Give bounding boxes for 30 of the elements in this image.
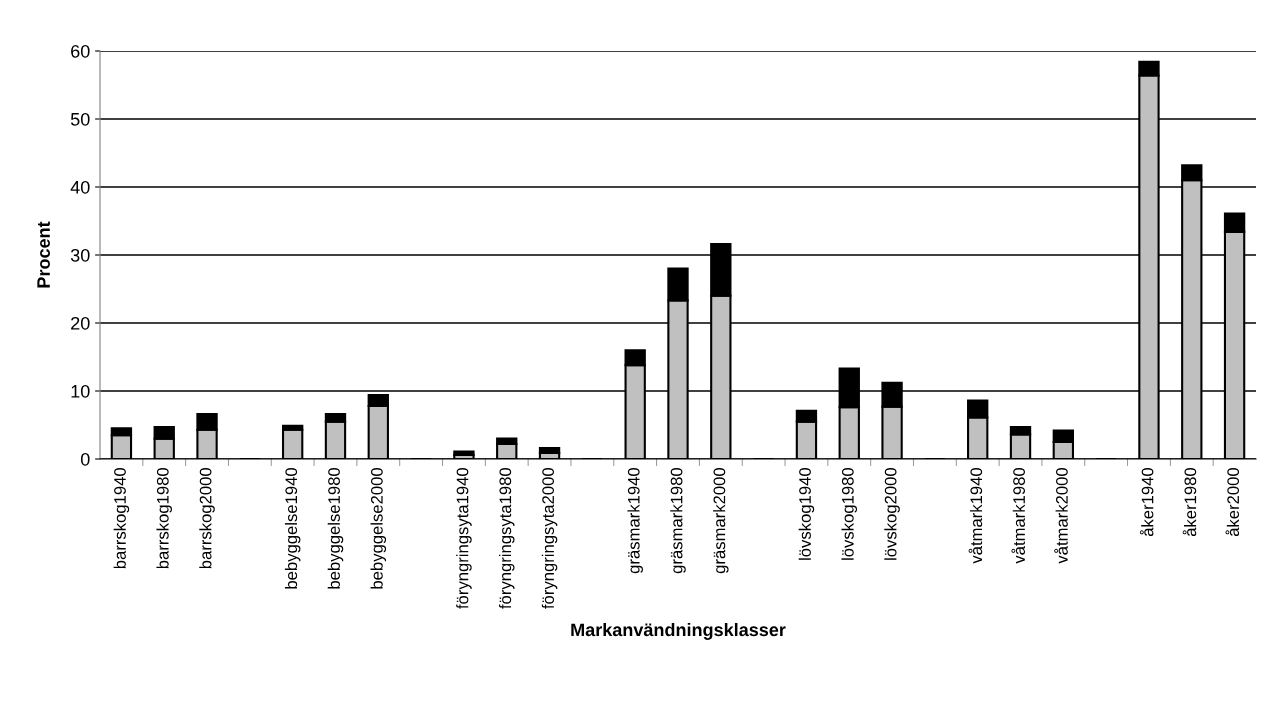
x-axis-title: Markanvändningsklasser — [571, 622, 786, 640]
x-tick-label: bebyggelse1980 — [327, 467, 344, 589]
y-axis-title: Procent — [37, 221, 50, 288]
x-tick-label: lövskog1980 — [841, 467, 858, 560]
x-tick-label: lövskog1940 — [798, 467, 815, 560]
x-tick-label: barrskog2000 — [199, 467, 215, 569]
y-tick-label: 0 — [80, 452, 90, 466]
x-tick-label: föryngringsyta1940 — [456, 467, 472, 609]
y-tick-label: 40 — [70, 180, 90, 194]
x-tick-label: åker1940 — [1139, 467, 1154, 537]
y-tick-label: 10 — [71, 384, 90, 398]
x-tick-label: föryngringsyta1980 — [498, 467, 515, 609]
y-tick-label: 50 — [70, 112, 90, 126]
x-tick-label: gräsmark1980 — [670, 467, 686, 574]
x-tick-label: åker1980 — [1182, 467, 1197, 537]
x-tick-label: barrskog1980 — [156, 467, 172, 569]
y-tick-label: 20 — [71, 316, 90, 330]
x-tick-label: gräsmark1940 — [627, 467, 643, 574]
x-tick-label: gräsmark2000 — [713, 467, 729, 574]
x-tick-label: våtmark2000 — [1054, 467, 1068, 564]
x-tick-label: våtmark1940 — [968, 467, 983, 564]
y-tick-label: 30 — [70, 248, 90, 262]
x-tick-label: åker2000 — [1225, 467, 1240, 537]
x-tick-label: barrskog1940 — [113, 467, 130, 569]
y-tick-label: 60 — [71, 44, 90, 58]
x-tick-label: bebyggelse1940 — [284, 467, 301, 589]
x-tick-label: föryngringsyta2000 — [541, 467, 558, 609]
x-tick-label: våtmark1980 — [1011, 467, 1025, 564]
x-tick-label: lövskog2000 — [884, 467, 900, 560]
x-tick-label: bebyggelse2000 — [370, 467, 387, 589]
